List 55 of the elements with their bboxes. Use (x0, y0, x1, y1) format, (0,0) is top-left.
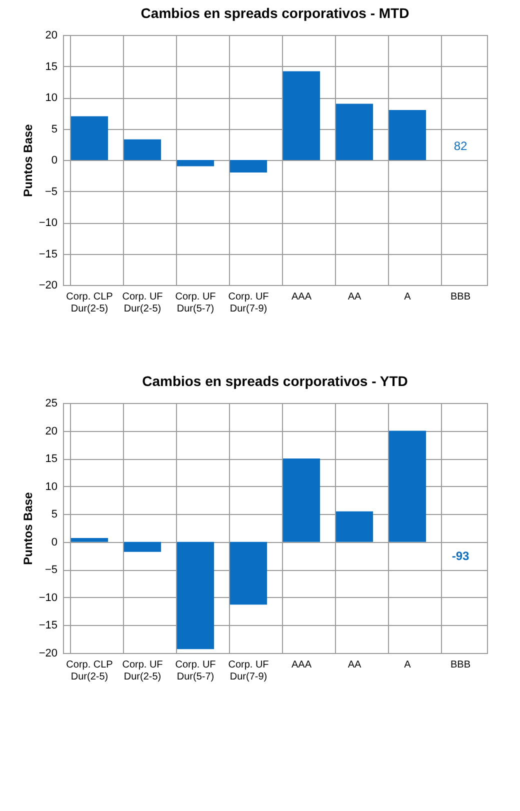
x-tick-label: Corp. CLP Dur(2-5) (66, 660, 114, 682)
text: 82 (454, 139, 468, 153)
chart-title: Cambios en spreads corporativos - YTD (142, 373, 408, 389)
y-tick-label: −15 (38, 248, 58, 260)
y-tick-label: 20 (45, 30, 58, 42)
x-tick-label: A (404, 292, 412, 302)
y-tick-label: 10 (45, 92, 58, 104)
bar (388, 110, 426, 160)
x-tick-label: Corp. UF Dur(2-5) (122, 660, 163, 682)
x-tick-label: AA (348, 292, 362, 302)
y-tick-label: 15 (45, 60, 58, 73)
x-tick-label: AA (348, 660, 362, 670)
bar (282, 71, 320, 160)
y-tick-label: 25 (45, 398, 58, 410)
x-tick-label: Corp. CLP Dur(2-5) (66, 292, 114, 314)
x-tick-label: Corp. UF Dur(2-5) (122, 292, 163, 314)
bar (230, 160, 268, 172)
x-tick-label: Corp. UF Dur(5-7) (175, 660, 216, 682)
y-axis-title: Puntos Base (20, 124, 35, 197)
bar (282, 458, 320, 542)
x-tick-label: AAA (291, 660, 312, 670)
y-tick-label: −20 (38, 280, 58, 292)
bar (124, 542, 162, 552)
y-tick-label: −5 (44, 564, 58, 576)
bar (70, 538, 108, 542)
y-tick-label: 0 (51, 536, 58, 548)
x-tick-label: Corp. UF Dur(5-7) (175, 292, 216, 314)
y-tick-label: 5 (51, 123, 58, 136)
y-tick-label: −5 (44, 186, 58, 198)
bar (388, 430, 426, 542)
y-tick-label: −10 (38, 592, 58, 604)
y-tick-label: 0 (51, 154, 58, 166)
bar (176, 160, 214, 166)
chart-title: Cambios en spreads corporativos - MTD (140, 5, 410, 21)
x-tick-label: BBB (450, 660, 471, 670)
x-tick-label: A (404, 660, 412, 670)
text: -93 (452, 548, 470, 563)
y-axis-title: Puntos Base (20, 492, 35, 565)
x-tick-label: AAA (291, 292, 312, 302)
x-tick-label: Corp. UF Dur(7-9) (228, 292, 269, 314)
y-tick-label: 15 (45, 453, 58, 466)
y-tick-label: −20 (38, 648, 58, 660)
y-tick-label: −15 (38, 620, 58, 632)
bar (70, 116, 108, 160)
x-tick-label: Corp. UF Dur(7-9) (228, 660, 269, 682)
y-tick-label: 20 (45, 425, 58, 438)
bar (176, 542, 214, 650)
bar (124, 139, 162, 160)
bar (336, 511, 374, 542)
x-tick-label: BBB (450, 292, 471, 302)
y-tick-label: 10 (45, 480, 58, 493)
y-tick-label: 5 (51, 508, 58, 521)
bar (336, 104, 374, 160)
bar (230, 542, 268, 605)
y-tick-label: −10 (38, 217, 58, 229)
